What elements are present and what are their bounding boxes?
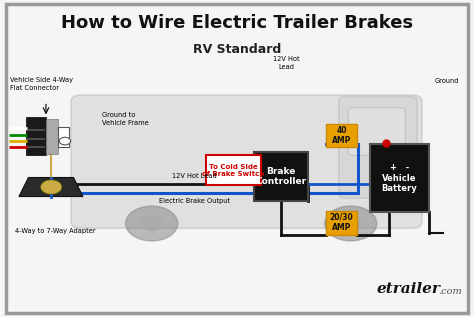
Polygon shape (19, 178, 83, 197)
FancyBboxPatch shape (71, 95, 422, 228)
Bar (254, 152, 308, 201)
Bar (326, 124, 357, 147)
Text: 12V Hot Lead: 12V Hot Lead (172, 173, 217, 179)
Bar (46, 119, 58, 154)
Text: 12V Hot
Lead: 12V Hot Lead (273, 56, 300, 70)
Text: 4-Way to 7-Way Adapter: 4-Way to 7-Way Adapter (15, 229, 96, 234)
Text: .com: .com (438, 288, 462, 296)
FancyBboxPatch shape (339, 97, 417, 198)
Text: 20/30
AMP: 20/30 AMP (329, 213, 354, 232)
Text: How to Wire Electric Trailer Brakes: How to Wire Electric Trailer Brakes (61, 14, 413, 32)
Text: To Cold Side
of Brake Switch: To Cold Side of Brake Switch (202, 164, 264, 177)
Text: Ground to
Vehicle Frame: Ground to Vehicle Frame (102, 112, 149, 126)
Circle shape (340, 217, 361, 230)
Text: Brake
Controller: Brake Controller (255, 167, 306, 186)
FancyBboxPatch shape (58, 127, 69, 147)
Text: Vehicle Side 4-Way
Flat Connector: Vehicle Side 4-Way Flat Connector (10, 77, 73, 91)
Text: 40
AMP: 40 AMP (332, 126, 351, 145)
Circle shape (126, 206, 178, 241)
Bar (326, 211, 357, 235)
Circle shape (41, 180, 62, 194)
FancyBboxPatch shape (348, 108, 405, 155)
Text: Electric Brake Output: Electric Brake Output (159, 198, 230, 204)
Bar (206, 155, 261, 185)
Text: Ground: Ground (434, 78, 459, 84)
Circle shape (59, 137, 71, 145)
Bar (26, 117, 46, 155)
Circle shape (141, 217, 162, 230)
Bar (370, 144, 429, 212)
Circle shape (325, 206, 377, 241)
FancyBboxPatch shape (6, 4, 468, 313)
Text: +   -
Vehicle
Battery: + - Vehicle Battery (382, 163, 417, 193)
Text: RV Standard: RV Standard (193, 43, 281, 56)
Text: etrailer: etrailer (377, 282, 441, 296)
